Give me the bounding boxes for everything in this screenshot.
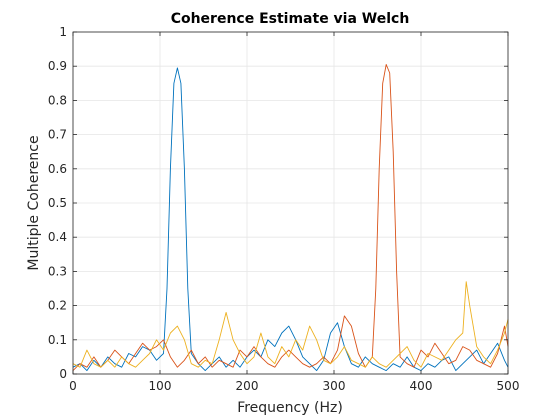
y-axis-label: Multiple Coherence [26,135,42,270]
series-layer [72,64,509,372]
y-tick-label: 0.2 [48,299,67,313]
x-tick-label: 400 [410,379,433,393]
x-tick-label: 0 [69,379,77,393]
y-tick-label: 0.7 [48,128,67,142]
series-line-3 [72,281,509,368]
x-tick-label: 200 [236,379,259,393]
y-tick-label: 1 [59,25,67,39]
y-tick-label: 0.3 [48,264,67,278]
y-tick-label: 0.1 [48,333,67,347]
tick-marks [72,31,509,375]
y-tick-label: 0.5 [48,196,67,210]
y-tick-label: 0.9 [48,59,67,73]
y-tick-labels: 0 0.1 0.2 0.3 0.4 0.5 0.6 0.7 0.8 0.9 1 [48,25,67,381]
x-tick-label: 500 [497,379,520,393]
x-axis-label: Frequency (Hz) [237,400,343,416]
series-line-2 [72,64,509,371]
x-tick-label: 300 [323,379,346,393]
y-tick-label: 0.4 [48,230,67,244]
chart-title: Coherence Estimate via Welch [171,11,410,27]
y-tick-label: 0 [59,367,67,381]
x-tick-label: 100 [149,379,172,393]
x-tick-labels: 0 100 200 300 400 500 [69,379,519,393]
y-tick-label: 0.8 [48,93,67,107]
y-tick-label: 0.6 [48,162,67,176]
